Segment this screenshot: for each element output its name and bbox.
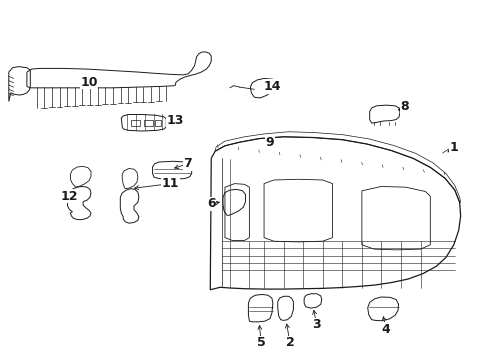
Text: 12: 12 xyxy=(61,190,78,203)
Text: 2: 2 xyxy=(285,336,294,349)
Text: 13: 13 xyxy=(166,114,183,127)
Text: 3: 3 xyxy=(312,318,321,331)
Text: 1: 1 xyxy=(448,141,457,154)
Text: 9: 9 xyxy=(265,136,274,149)
Text: 10: 10 xyxy=(80,76,98,89)
Text: 8: 8 xyxy=(400,100,408,113)
Text: 11: 11 xyxy=(161,177,179,190)
Text: 6: 6 xyxy=(206,197,215,210)
Text: 7: 7 xyxy=(183,157,192,170)
Text: 14: 14 xyxy=(263,80,280,93)
Text: 4: 4 xyxy=(381,323,390,336)
Text: 5: 5 xyxy=(256,336,265,349)
